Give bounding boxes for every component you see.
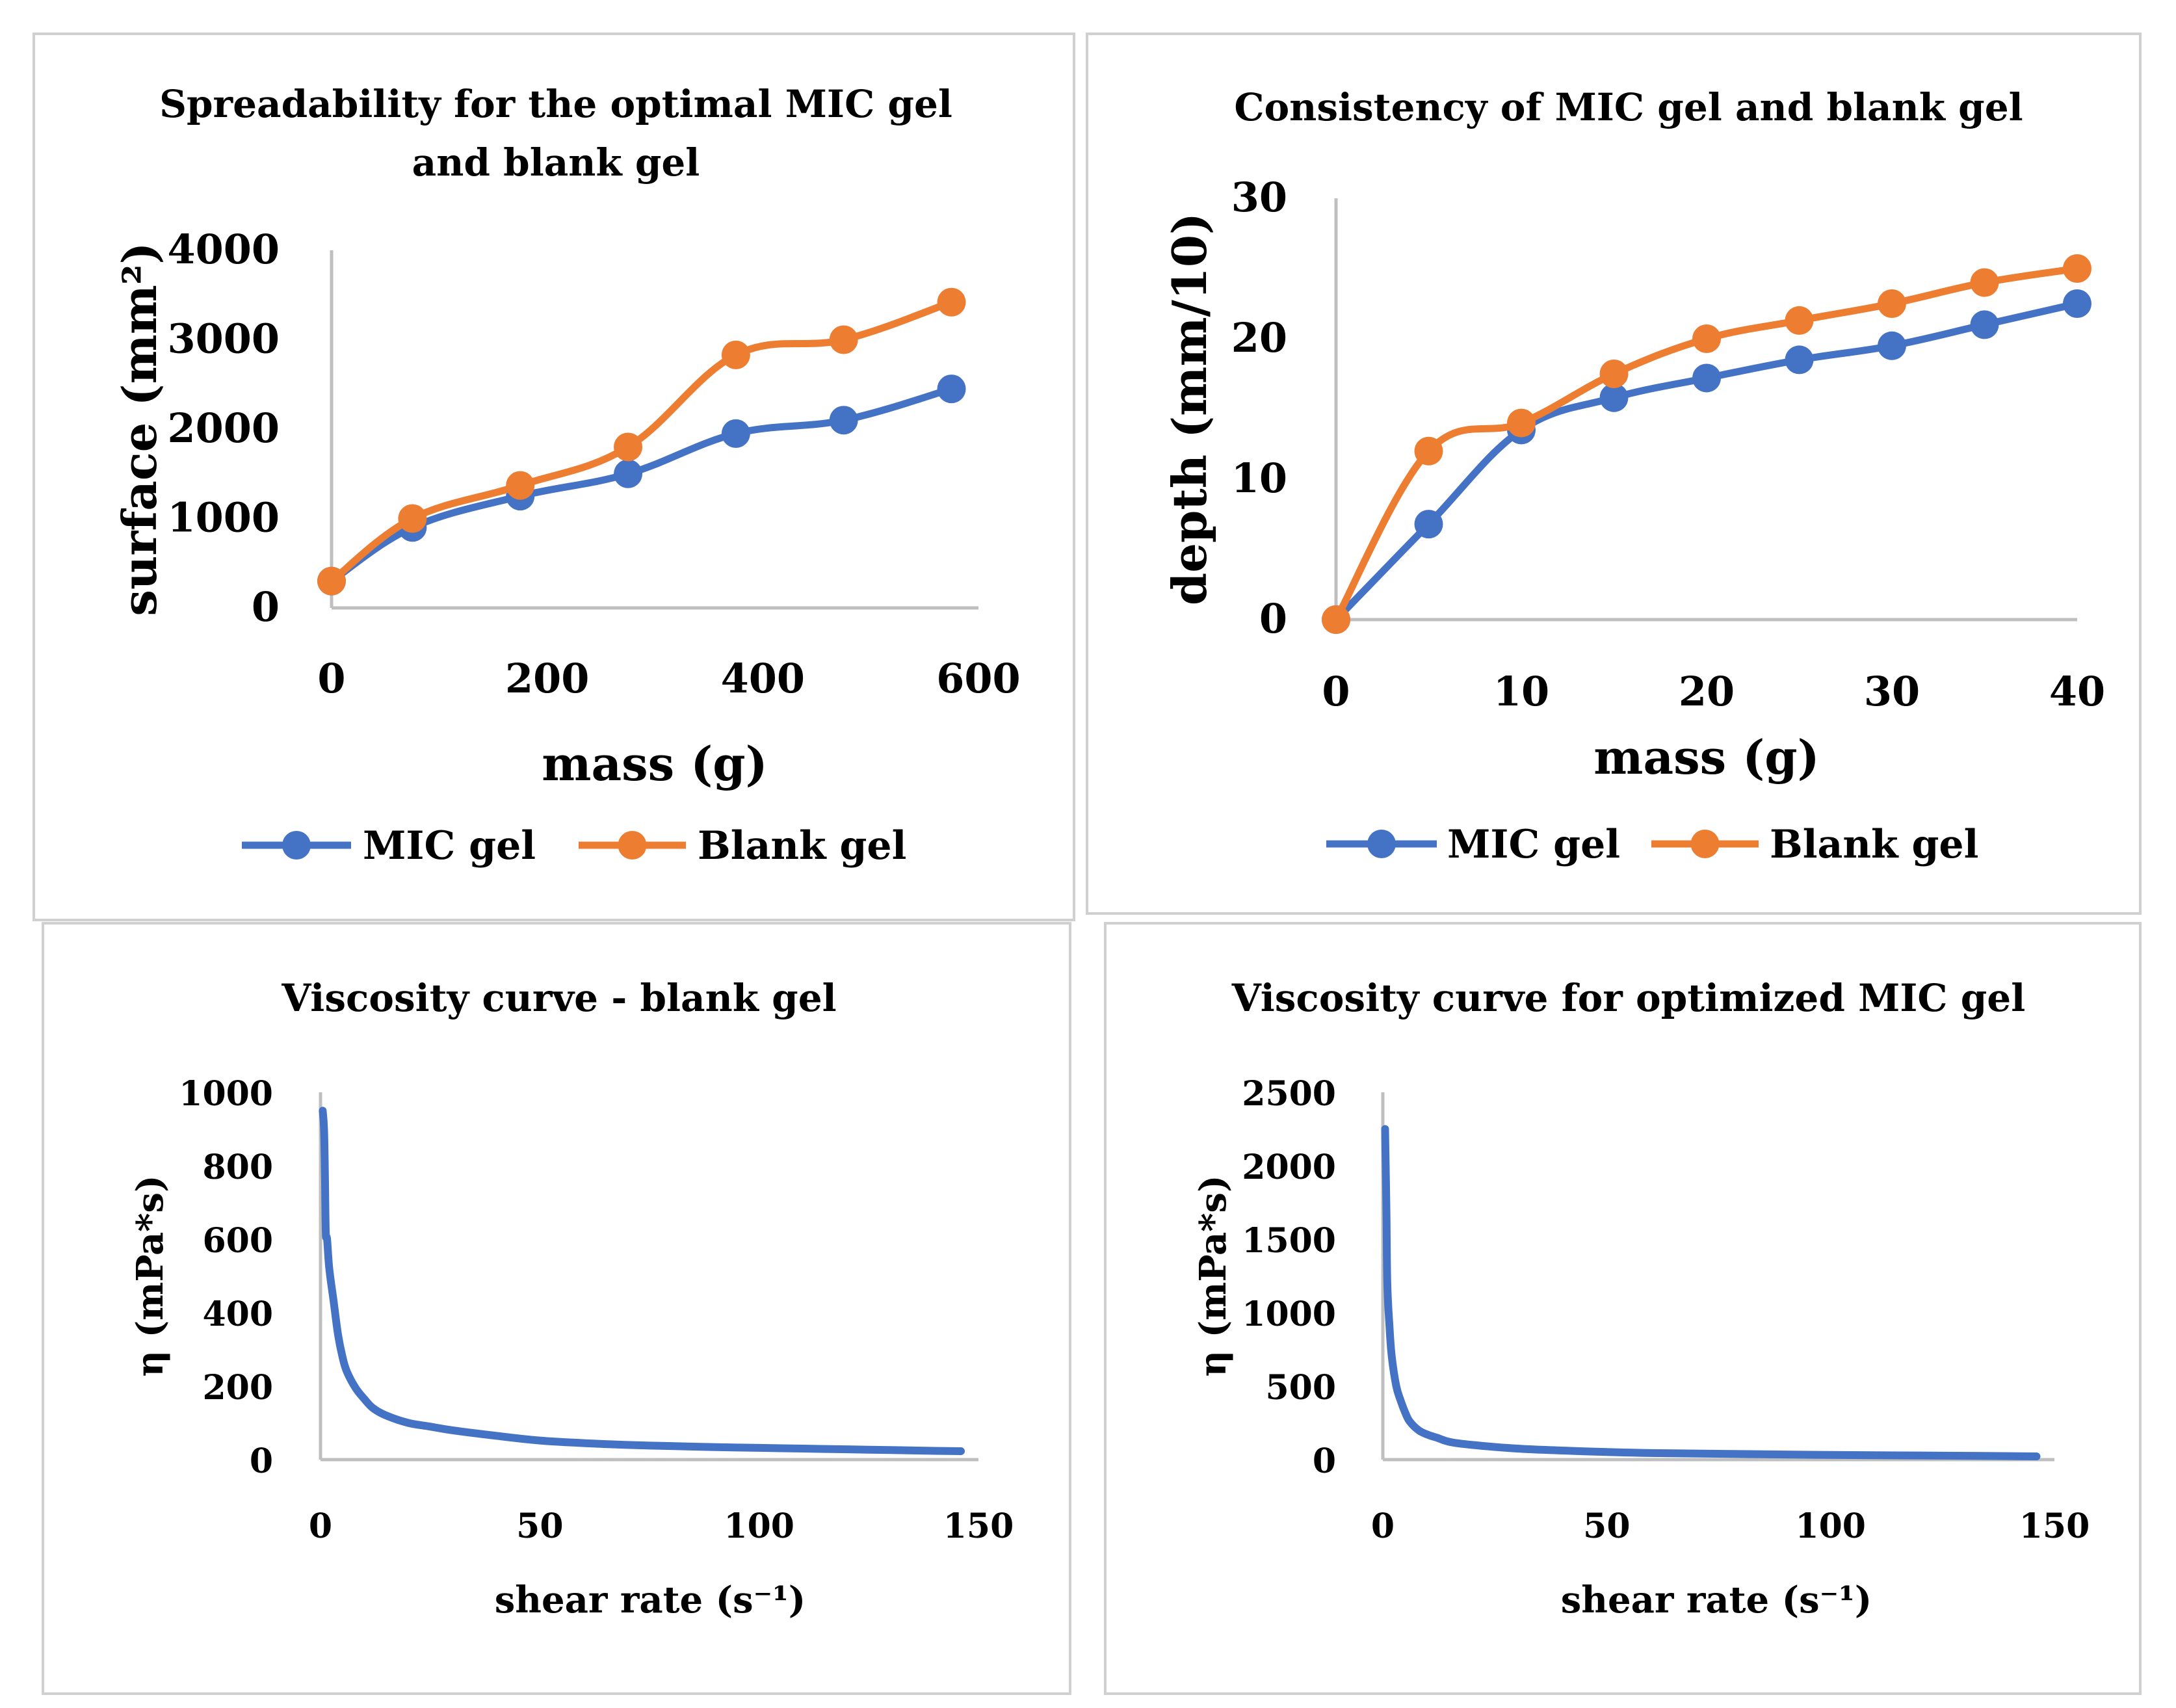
legend-marker [618,831,647,860]
chart-title: and blank gel [412,140,700,185]
chart-visc-blank: Viscosity curve - blank gel 0 200 400 600 800… [129,976,1014,1622]
x-tick-label: 0 [1322,668,1350,715]
legend-label: Blank gel [1770,822,1978,867]
legend-label: Blank gel [698,823,906,869]
x-tick-label: 400 [721,655,805,702]
chart-spread: Spreadability for the optimal MIC gel and… [112,82,1021,869]
data-point [1599,360,1629,388]
data-point [1878,331,1906,360]
data-point [721,340,750,369]
x-tick-label: 20 [1679,668,1735,715]
data-point [829,325,858,354]
chart-consist: Consistency of MIC gel and blank gel 0 10 2… [1162,85,2105,867]
y-tick-label: 10 [1231,454,1287,502]
y-tick-label: 30 [1231,174,1287,221]
x-tick-label: 100 [1795,1506,1866,1546]
y-tick-label: 0 [1259,595,1287,642]
chart-title: Consistency of MIC gel and blank gel [1234,85,2023,129]
y-tick-label: 20 [1231,314,1287,361]
y-tick-label: 2500 [1242,1074,1336,1114]
x-axis-label: mass (g) [1593,729,1819,785]
x-tick-label: 0 [317,655,345,702]
legend-marker [1367,830,1396,858]
data-point [1322,605,1350,634]
data-point [506,471,535,500]
data-point [1970,268,1999,297]
series-line-- [1381,1125,2041,1461]
data-point [614,459,643,488]
y-tick-label: 1000 [179,1074,273,1114]
series-line-- [319,1107,965,1455]
data-point [1692,324,1721,353]
data-point [2063,289,2091,318]
legend-marker [1690,830,1720,858]
data-point [614,432,643,462]
data-point [398,504,427,533]
y-tick-label: 200 [202,1368,273,1408]
y-tick-label: 0 [250,1441,273,1481]
data-point [829,406,858,435]
x-axis-label: mass (g) [542,736,767,791]
x-axis-label: shear rate (s⁻¹) [1561,1579,1872,1622]
data-point [1414,510,1443,539]
y-tick-label: 400 [202,1294,273,1334]
y-axis-label: η (mPa*s) [129,1175,172,1376]
x-tick-label: 600 [936,655,1020,702]
panel-frame-consist [1086,33,2142,915]
y-tick-label: 2000 [1242,1148,1336,1187]
x-tick-label: 10 [1493,668,1549,715]
chart-title: Viscosity curve - blank gel [281,976,836,1020]
y-tick-label: 1000 [167,494,280,542]
data-point [2063,254,2091,283]
x-tick-label: 100 [724,1506,794,1546]
data-point [1414,436,1443,466]
panel-frame-visc-mic [1104,922,2142,1695]
data-point [1970,310,1999,339]
data-point [721,419,750,448]
data-point [1599,383,1629,412]
data-point [937,287,966,317]
x-tick-label: 150 [2019,1506,2090,1546]
y-tick-label: 500 [1265,1368,1336,1408]
legend-label: MIC gel [1447,822,1620,867]
x-tick-label: 30 [1864,668,1920,715]
x-tick-label: 150 [943,1506,1014,1546]
x-axis-label: shear rate (s⁻¹) [495,1579,806,1622]
legend-marker [282,831,311,860]
x-tick-label: 50 [1583,1506,1630,1546]
data-point [317,566,346,596]
x-tick-label: 0 [309,1506,332,1546]
y-tick-label: 4000 [167,226,280,273]
y-axis-label: surface (mm²) [112,242,167,616]
legend-label: MIC gel [363,823,536,869]
x-tick-label: 50 [516,1506,563,1546]
x-tick-label: 200 [505,655,589,702]
data-point [1785,306,1814,335]
chart-title: Viscosity curve for optimized MIC gel [1231,976,2026,1020]
chart-title: Spreadability for the optimal MIC gel [159,82,952,126]
y-tick-label: 600 [202,1221,273,1261]
data-point [1507,408,1536,438]
data-point [1878,289,1906,318]
y-tick-label: 800 [202,1148,273,1187]
y-tick-label: 2000 [167,404,280,452]
y-tick-label: 0 [252,583,280,631]
data-point [937,374,966,404]
y-tick-label: 1500 [1242,1221,1336,1261]
data-point [1785,345,1814,374]
y-tick-label: 3000 [167,315,280,363]
panel-frame-visc-blank [42,922,1071,1695]
x-tick-label: 40 [2049,668,2105,715]
y-axis-label: η (mPa*s) [1192,1175,1235,1376]
x-tick-label: 0 [1371,1506,1395,1546]
y-axis-label: depth (mm/10) [1162,213,1217,605]
chart-visc-mic: Viscosity curve for optimized MIC gel 0 50… [1192,976,2090,1622]
data-point [1692,363,1721,393]
y-tick-label: 0 [1313,1441,1336,1481]
y-tick-label: 1000 [1242,1294,1336,1334]
